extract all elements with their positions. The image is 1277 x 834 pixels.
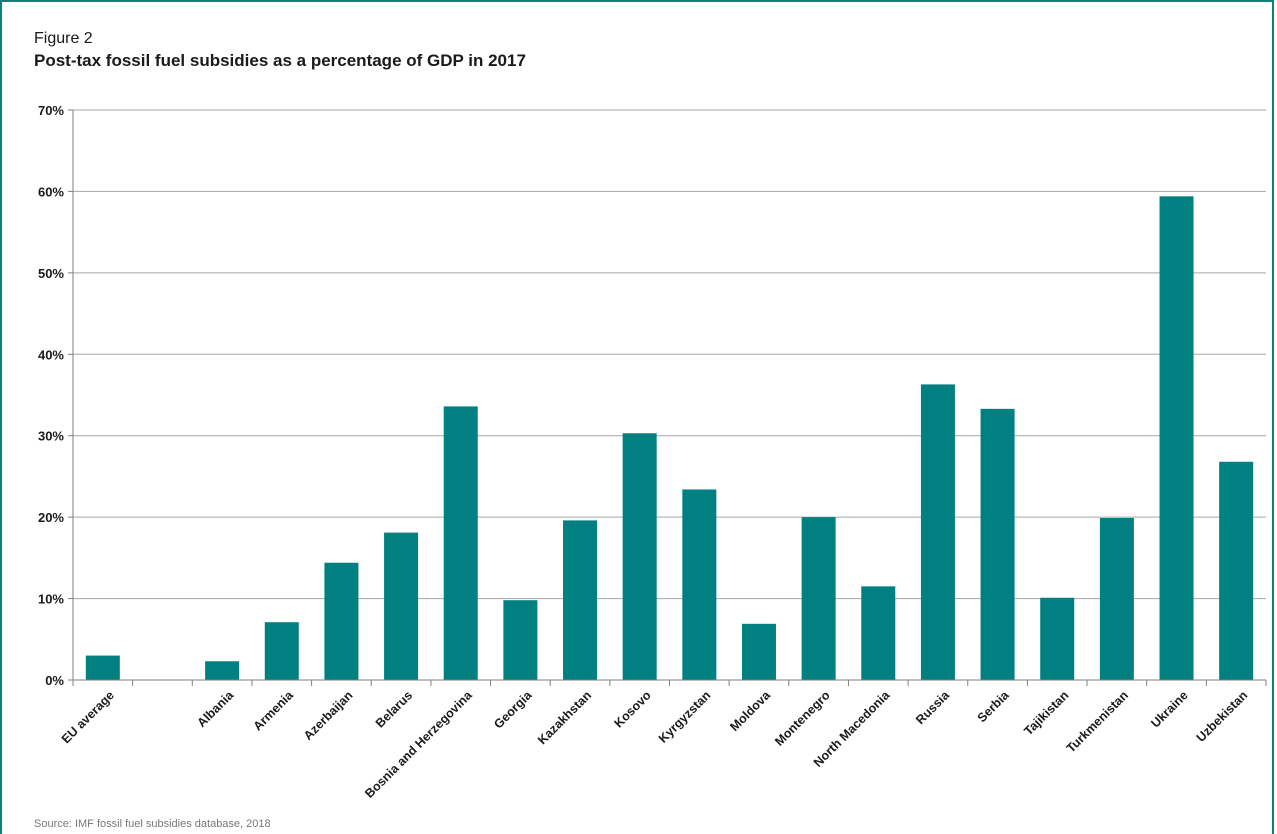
bar: [85, 655, 120, 680]
bar: [324, 562, 359, 680]
x-category-label: Serbia: [975, 687, 1013, 725]
x-category-label: Belarus: [373, 688, 415, 730]
y-tick-label: 30%: [38, 429, 64, 444]
x-category-label: Kosovo: [611, 688, 654, 731]
y-tick-label: 10%: [38, 592, 64, 607]
bar: [563, 520, 598, 680]
bar: [1040, 597, 1075, 680]
bar: [205, 661, 240, 680]
axes: [68, 109, 1267, 686]
bar: [1159, 196, 1194, 681]
x-category-label: Kazakhstan: [535, 688, 594, 747]
bar: [384, 532, 419, 680]
chart-title: Post-tax fossil fuel subsidies as a perc…: [34, 51, 526, 70]
x-category-label: Turkmenistan: [1064, 688, 1131, 755]
x-category-label: EU average: [59, 688, 117, 746]
y-tick-label: 50%: [38, 266, 64, 281]
y-axis-ticks: 0% 10% 20% 30% 40% 50% 60% 70%: [38, 103, 64, 688]
bar: [861, 586, 896, 680]
y-tick-label: 70%: [38, 103, 64, 118]
x-category-label: Azerbaijan: [301, 688, 356, 743]
x-category-label: Montenegro: [772, 688, 833, 749]
y-tick-label: 40%: [38, 347, 64, 362]
gridlines: [73, 109, 1266, 600]
bar: [622, 433, 657, 680]
x-axis-categories: EU average Albania Armenia Azerbaijan Belaru…: [59, 687, 1250, 800]
x-category-label: Tajikistan: [1021, 688, 1071, 738]
x-category-label: Moldova: [727, 687, 773, 733]
bar: [682, 489, 717, 680]
bar: [980, 408, 1015, 680]
bar: [264, 622, 299, 680]
bar: [443, 406, 478, 680]
x-category-label: Ukraine: [1148, 688, 1190, 730]
source-note: Source: IMF fossil fuel subsidies databa…: [34, 818, 271, 830]
x-category-label: Armenia: [251, 687, 297, 733]
bar: [1099, 517, 1134, 680]
y-tick-label: 60%: [38, 184, 64, 199]
figure-label: Figure 2: [34, 30, 93, 47]
x-category-label: Kyrgyzstan: [656, 688, 714, 746]
bar: [503, 600, 538, 680]
bar: [920, 384, 955, 680]
x-category-label: Albania: [194, 687, 237, 730]
bar: [741, 623, 776, 680]
x-category-label: Georgia: [491, 687, 535, 731]
x-category-label: Russia: [913, 687, 953, 727]
bars: [85, 196, 1254, 681]
x-category-label: Uzbekistan: [1194, 688, 1251, 745]
y-tick-label: 20%: [38, 510, 64, 525]
y-tick-label: 0%: [45, 673, 64, 688]
bar: [801, 517, 836, 680]
x-category-label: Bosnia and Herzegovina: [362, 687, 475, 800]
bar: [1219, 461, 1254, 680]
